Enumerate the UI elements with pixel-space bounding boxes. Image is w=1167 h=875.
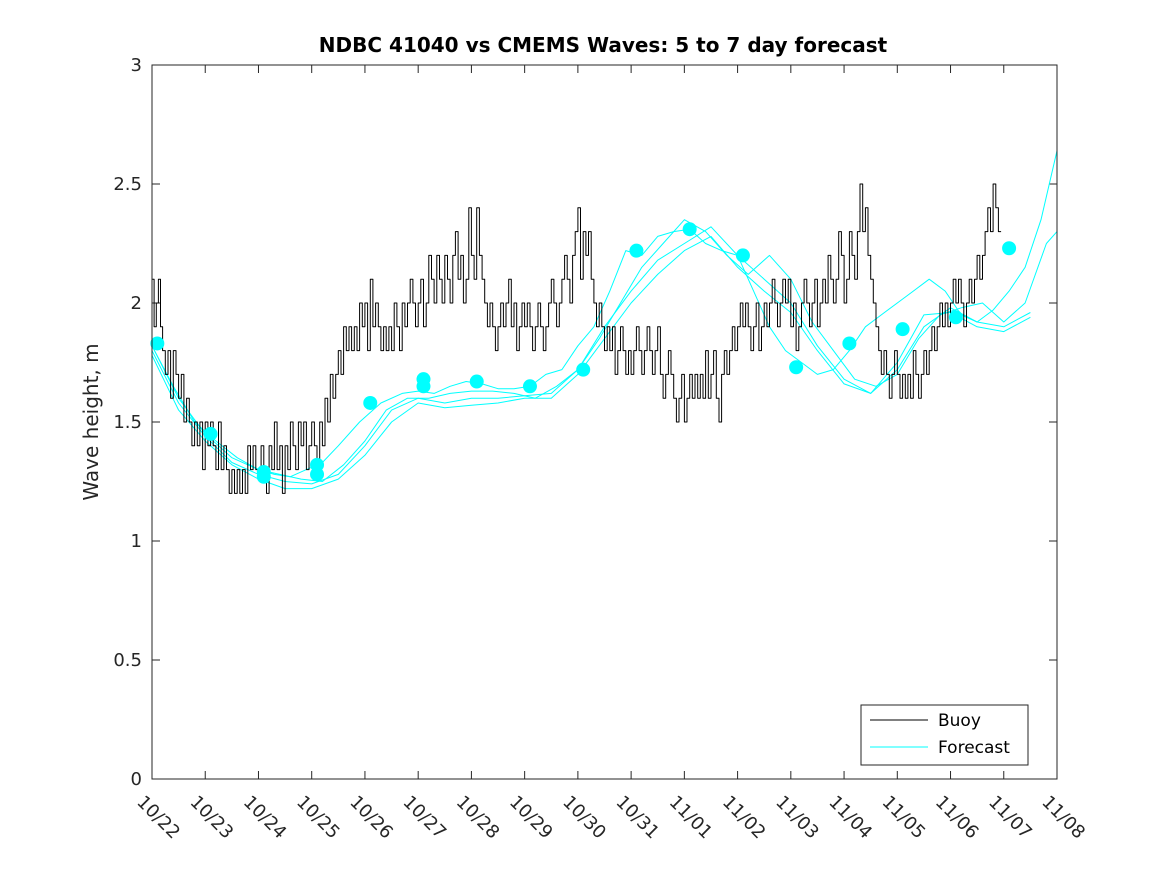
forecast-line-3 (151, 226, 1031, 485)
legend-buoy-label: Buoy (938, 711, 981, 731)
forecast-marker (522, 379, 537, 394)
forecast-marker (895, 322, 910, 337)
y-tick-label: 3 (131, 55, 142, 76)
forecast-marker (789, 360, 804, 375)
forecast-marker (629, 243, 644, 258)
forecast-marker (735, 248, 750, 263)
y-tick-label: 2.5 (113, 174, 142, 195)
y-tick-label: 0.5 (113, 650, 142, 671)
y-tick-label: 0 (131, 769, 142, 790)
legend-box (860, 704, 1029, 766)
buoy-line (152, 183, 1002, 494)
forecast-marker (150, 336, 165, 351)
y-axis: 0 0.5 1 1.5 2 2.5 3 (113, 55, 1057, 790)
plot-frame (151, 64, 1058, 780)
chart-title: NDBC 41040 vs CMEMS Waves: 5 to 7 day fo… (319, 33, 888, 57)
forecast-line-2 (151, 219, 1058, 482)
forecast-line-4 (151, 235, 1031, 490)
y-tick-label: 2 (131, 293, 142, 314)
legend-forecast-label: Forecast (938, 738, 1010, 758)
forecast-marker (416, 372, 431, 387)
forecast-marker (363, 395, 378, 410)
plot-area (152, 65, 1057, 779)
forecast-marker (682, 222, 697, 237)
y-tick-label: 1.5 (113, 412, 142, 433)
forecast-marker (310, 457, 325, 472)
forecast-marker (256, 464, 271, 479)
forecast-marker (576, 362, 591, 377)
legend: Buoy Forecast (860, 704, 1029, 766)
forecast-marker (948, 310, 963, 325)
forecast-markers (150, 222, 1017, 484)
y-axis-label: Wave height, m (79, 343, 103, 500)
forecast-marker (469, 374, 484, 389)
forecast-marker (203, 426, 218, 441)
y-tick-label: 1 (131, 531, 142, 552)
forecast-marker (842, 336, 857, 351)
forecast-marker (1002, 241, 1017, 256)
